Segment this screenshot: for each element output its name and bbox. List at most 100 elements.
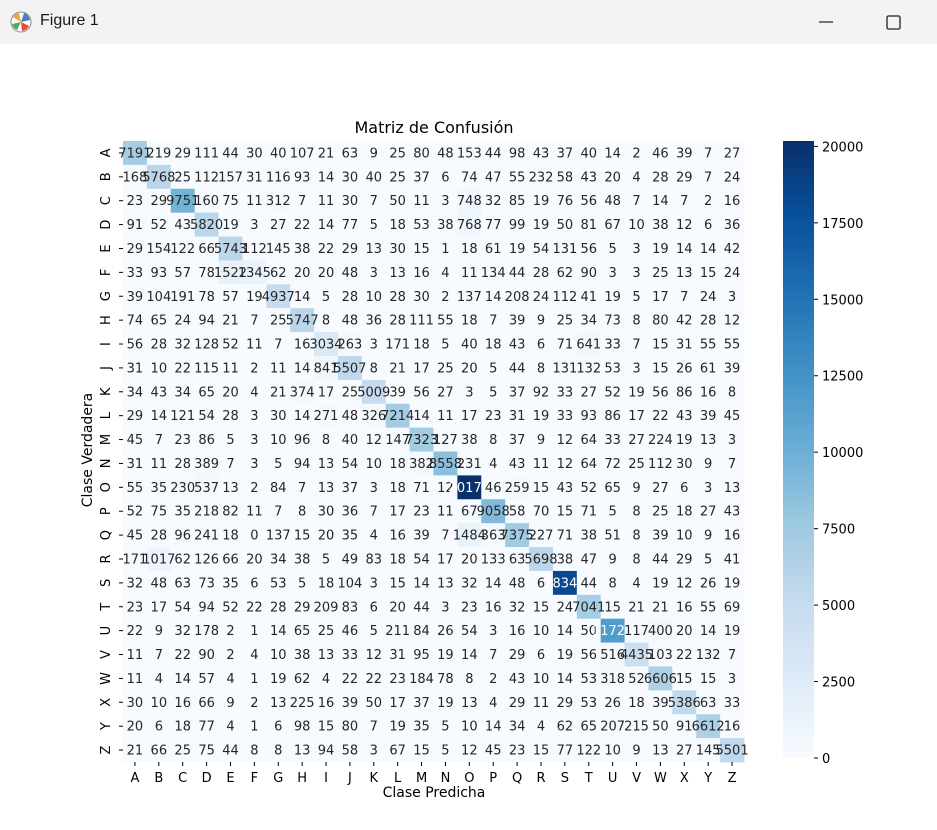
cell-value-label: 11 [246,194,263,209]
heatmap-cell [290,403,315,429]
colorbar-ticks: 0 2500 5000 7500 10000 12500 15000 17500 20000 [814,140,863,767]
cell-value-label: 63 [342,146,359,161]
heatmap-cell [290,379,315,405]
cell-value-label: 18345 [544,576,585,591]
cell-value-label: 71 [580,505,597,520]
x-tick-label: J [347,771,352,786]
cell-value-label: 7 [370,505,378,520]
heatmap-cell [409,212,434,237]
cell-value-label: 7 [680,290,688,305]
cell-value-label: 50 [366,696,383,711]
heatmap-cell [266,547,291,572]
heatmap-cell [409,618,434,643]
heatmap-cell [457,499,482,524]
x-tick-label: U [608,771,618,786]
cell-value-label: 15 [676,672,693,687]
cell-value-label: 6 [441,170,449,185]
cell-value-label: 43 [509,338,526,353]
heatmap-cell [361,642,387,667]
cell-value-label: 14 [294,361,311,376]
cell-value-label: 19 [533,194,550,209]
cell-value-label: 93 [294,170,311,185]
cell-value-label: 17 [437,552,454,567]
cell-value-label: 3 [441,194,449,209]
heatmap-cell [481,523,506,548]
cell-value-label: 53 [580,672,597,687]
heatmap-cell [170,164,196,190]
cell-value-label: 8 [465,672,473,687]
heatmap-cell [266,379,291,405]
heatmap-cell [552,236,578,261]
cell-value-label: 14 [604,146,621,161]
heatmap-cell [314,451,339,476]
minimize-button[interactable] [802,0,848,44]
maximize-button[interactable] [870,0,916,44]
cell-value-label: 5 [632,290,640,305]
heatmap-cell [194,260,219,285]
cell-value-label: 5 [322,290,330,305]
heatmap-cell [576,355,602,381]
cell-value-label: 22 [127,624,144,639]
cell-value-label: 3 [441,600,449,615]
x-tick-label: S [561,771,569,786]
cell-value-label: 29 [676,170,693,185]
cell-value-label: 230 [170,481,195,496]
heatmap-cell [648,403,673,429]
cell-value-label: 16 [724,720,741,735]
x-tick-label: X [680,771,689,786]
heatmap-cell [314,355,339,381]
cell-value-label: 20 [461,361,478,376]
cell-value-label: 98 [294,720,311,735]
cell-value-label: 122 [576,744,601,759]
cell-value-label: 30 [246,146,263,161]
heatmap-cell [194,618,219,643]
cell-value-label: 23 [389,672,406,687]
cell-value-label: 55 [724,338,741,353]
cell-value-label: 92 [533,385,550,400]
heatmap-cell [481,594,506,620]
cell-value-label: 178 [194,624,219,639]
cell-value-label: 15 [533,481,550,496]
heatmap-cell [433,570,458,596]
cell-value-label: 11 [437,409,454,424]
heatmap-cell [314,332,339,357]
cell-value-label: 126 [194,552,219,567]
heatmap-cell [552,332,578,357]
heatmap-cell [600,594,625,620]
heatmap-cell [576,642,602,667]
cell-value-label: 17 [389,696,406,711]
cell-value-label: 5 [274,457,282,472]
heatmap-cell [720,618,745,643]
cell-value-label: 19 [270,672,287,687]
heatmap-cell [505,547,530,572]
cell-value-label: 37 [413,170,430,185]
heatmap-cell [433,475,458,500]
heatmap-cell [290,475,315,500]
cell-value-label: 3 [728,290,736,305]
heatmap-cell [337,188,363,214]
cell-value-label: 20 [318,266,335,281]
cell-value-label: 29 [151,194,168,209]
cell-value-label: 27 [628,433,645,448]
cell-value-label: 55 [127,481,144,496]
cell-value-label: 20 [222,385,239,400]
heatmap-cell [457,141,482,166]
x-tick-label: E [226,771,234,786]
heatmap-cell [409,284,434,309]
cell-value-label: 94 [318,744,335,759]
cell-value-label: 54 [174,600,191,615]
heatmap-cell [170,427,196,452]
cell-value-label: 52 [604,385,621,400]
colorbar-tick-label: 5000 [822,599,855,614]
cell-value-label: 77 [342,218,359,233]
cell-value-label: 46 [342,624,359,639]
heatmap-cell [481,308,506,333]
cell-value-label: 27 [700,505,717,520]
cell-value-label: 7 [441,529,449,544]
heatmap-cell [385,284,411,309]
heatmap-cell [600,308,625,333]
cell-value-label: 7 [704,170,712,185]
heatmap-cell [696,499,721,524]
cell-value-label: 24 [533,290,550,305]
cell-value-label: 71 [413,481,430,496]
